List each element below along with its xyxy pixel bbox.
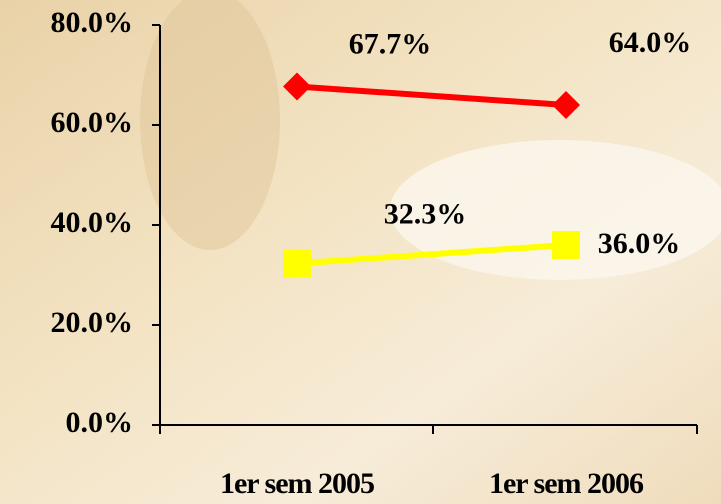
y-tick-label: 0.0% bbox=[66, 406, 134, 439]
marker bbox=[283, 250, 311, 278]
data-label: 67.7% bbox=[349, 27, 432, 60]
data-label: 36.0% bbox=[598, 227, 681, 260]
y-tick-label: 60.0% bbox=[51, 106, 134, 139]
x-tick-label: 1er sem 2006 bbox=[489, 467, 644, 500]
marker bbox=[552, 231, 580, 259]
x-tick-label: 1er sem 2005 bbox=[220, 467, 374, 500]
y-tick-label: 20.0% bbox=[51, 306, 134, 339]
y-tick-label: 80.0% bbox=[51, 6, 134, 39]
data-label: 32.3% bbox=[384, 197, 467, 230]
data-label: 64.0% bbox=[609, 26, 692, 59]
chart: 0.0% 20.0% 40.0% 60.0% 80.0% 1er sem 2005 1er … bbox=[0, 0, 721, 504]
y-tick-label: 40.0% bbox=[51, 206, 134, 239]
